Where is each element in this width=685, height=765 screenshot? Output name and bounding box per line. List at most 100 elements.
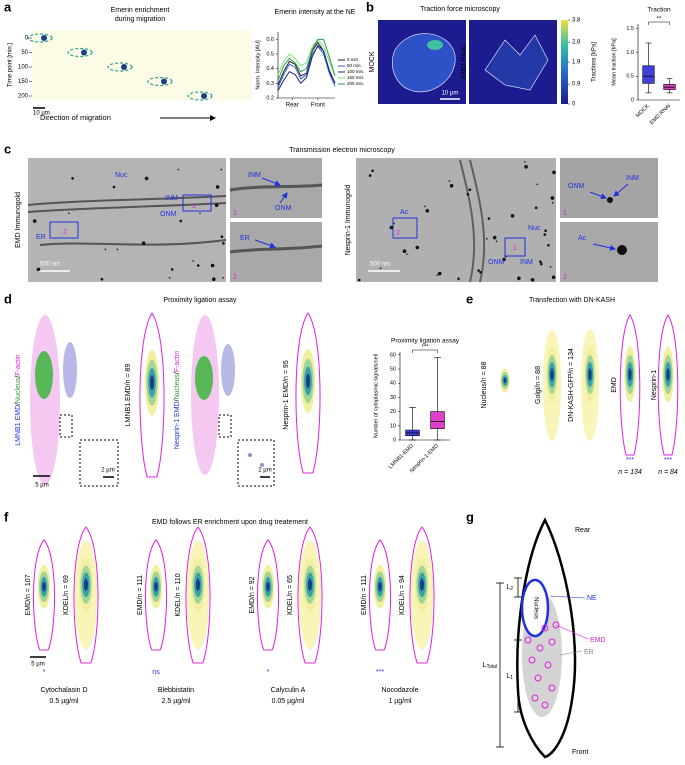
heatmap-level xyxy=(305,373,311,389)
model-label: L1 xyxy=(506,673,513,681)
heatmap-level xyxy=(378,581,382,592)
gold-particle xyxy=(68,212,70,215)
heatmap-level xyxy=(628,368,632,381)
em-label: Ac xyxy=(400,209,409,216)
em-label: ONM xyxy=(275,205,292,212)
emerin-signal xyxy=(201,93,207,99)
image-label: Golgi/n = 88 xyxy=(535,366,542,404)
gold-particle xyxy=(192,260,194,262)
symbol: L xyxy=(483,662,487,669)
model-label: NE xyxy=(587,595,597,602)
y-tick-label: 1.0 xyxy=(626,50,634,56)
subscript: Total xyxy=(486,664,497,670)
image-label: EMD/n = 111 xyxy=(137,575,144,615)
caption: Direction of migration xyxy=(40,113,111,122)
gold-particle xyxy=(552,170,556,175)
cell-outline xyxy=(73,526,99,664)
panel-label: e xyxy=(466,291,473,306)
pla-dots-image xyxy=(63,342,77,398)
gold-particle xyxy=(553,275,555,278)
gold-particle xyxy=(502,257,506,262)
scale-bar-label: 500 nm xyxy=(370,262,390,268)
title: Traction force microscopy xyxy=(420,6,500,13)
image-label: Nesprin-1 Immunogold xyxy=(345,184,352,255)
inset-box xyxy=(49,221,79,239)
significance: ns xyxy=(152,669,160,676)
significance: *** xyxy=(421,345,429,351)
colorbar-tick-label: 3.8 xyxy=(572,18,581,24)
timelapse-image xyxy=(32,30,252,100)
cell-outline xyxy=(144,539,168,651)
factin-image xyxy=(30,315,60,485)
gold-particle xyxy=(100,277,104,281)
colorbar xyxy=(561,20,568,104)
label-part: Nucleus xyxy=(174,374,181,400)
gold-particle xyxy=(406,253,408,256)
gold-particle xyxy=(215,185,220,189)
scale-bar-label: 5 µm xyxy=(31,662,44,668)
model-label: Front xyxy=(572,749,588,756)
nucleus-image xyxy=(35,351,53,399)
model-label: LTotal xyxy=(483,662,497,670)
y-tick-label: 200 xyxy=(18,94,29,100)
em-label: INM xyxy=(626,175,639,182)
em-label: ER xyxy=(240,235,250,242)
gold-particle xyxy=(199,212,201,215)
title: EMD follows ER enrichment upon drug trea… xyxy=(152,519,308,526)
image-label: DN-KASH-GFP/n = 134 xyxy=(568,348,575,422)
pointer xyxy=(549,595,586,599)
scale-bar-label: 500 nm xyxy=(40,262,60,268)
em-label: INM xyxy=(165,195,178,202)
image-label: KDEL/n = 94 xyxy=(399,575,406,615)
colorbar-tick-label: 2.8 xyxy=(572,40,581,46)
significance: ** xyxy=(657,17,662,23)
model-label: ER xyxy=(584,649,594,656)
cell-outline xyxy=(297,526,323,664)
label-part: LMNB1 EMD xyxy=(15,405,22,446)
label-part: / xyxy=(174,372,181,374)
model-label: Rear xyxy=(575,527,591,534)
gold-particle xyxy=(36,267,41,272)
dose-label: 2.5 µg/ml xyxy=(162,698,191,705)
x-tick-label: LMNB1-EMD xyxy=(388,443,415,470)
subscript: 2 xyxy=(510,586,513,592)
scale-bar-label: 10 µm xyxy=(33,111,50,117)
panel-label: f xyxy=(4,509,9,524)
heatmap-level xyxy=(503,377,507,384)
pla-dot xyxy=(248,453,252,457)
gold-particle xyxy=(104,248,107,251)
heatmap-level xyxy=(266,581,270,592)
y-tick-label: 0.6 xyxy=(266,37,274,43)
inset-number: 1 xyxy=(563,210,567,217)
drug-label: Calyculin A xyxy=(271,687,306,694)
significance-bracket xyxy=(412,349,438,353)
model-label: Nucleus xyxy=(532,597,538,619)
title: Transfection with DN-KASH xyxy=(529,297,615,304)
scale-bar-label: 10 µm xyxy=(442,91,459,97)
cell-outline xyxy=(185,526,211,664)
legend-label: 200 min. xyxy=(347,81,364,86)
image-label: Nesprin-1 xyxy=(651,370,658,400)
em-label: ONM xyxy=(488,259,505,266)
gold-particle xyxy=(379,267,382,270)
y-tick-label: 60 xyxy=(390,352,396,358)
label-part: / xyxy=(174,399,181,401)
gold-particle xyxy=(530,278,535,282)
subscript: 1 xyxy=(510,675,513,681)
nucleus-image xyxy=(195,356,213,400)
y-tick-label: 0 xyxy=(631,97,634,103)
y-tick-label: 0.4 xyxy=(266,66,274,72)
image-label: EMD/n = 107 xyxy=(25,574,32,615)
emd-dots xyxy=(524,621,560,709)
gold-particle xyxy=(222,277,224,279)
gold-particle xyxy=(536,183,539,186)
x-tick-label: Rear xyxy=(286,103,299,109)
chart-title: Emerin intensity at the NE xyxy=(275,9,356,16)
em-label: Nuc xyxy=(528,225,541,232)
cell-outline xyxy=(657,314,679,456)
membrane xyxy=(459,159,486,283)
label-part: F-actin xyxy=(15,354,22,376)
colorbar-tick-label: 1.9 xyxy=(572,60,581,66)
image-label: LMNB1 EMD/Nucleus/F-actin xyxy=(15,354,22,446)
